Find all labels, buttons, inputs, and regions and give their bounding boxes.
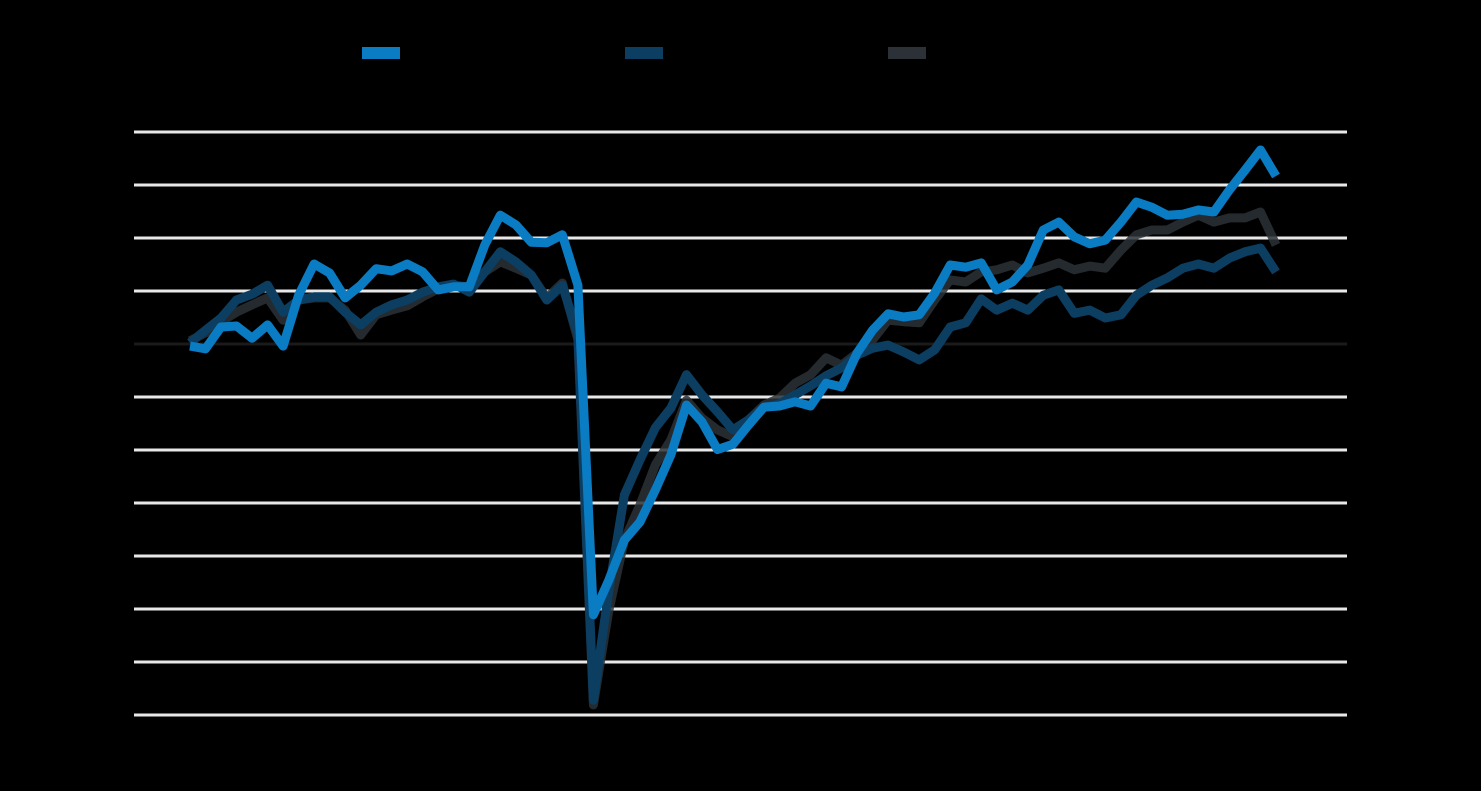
series-line <box>189 145 1280 620</box>
series-line <box>187 243 1280 705</box>
